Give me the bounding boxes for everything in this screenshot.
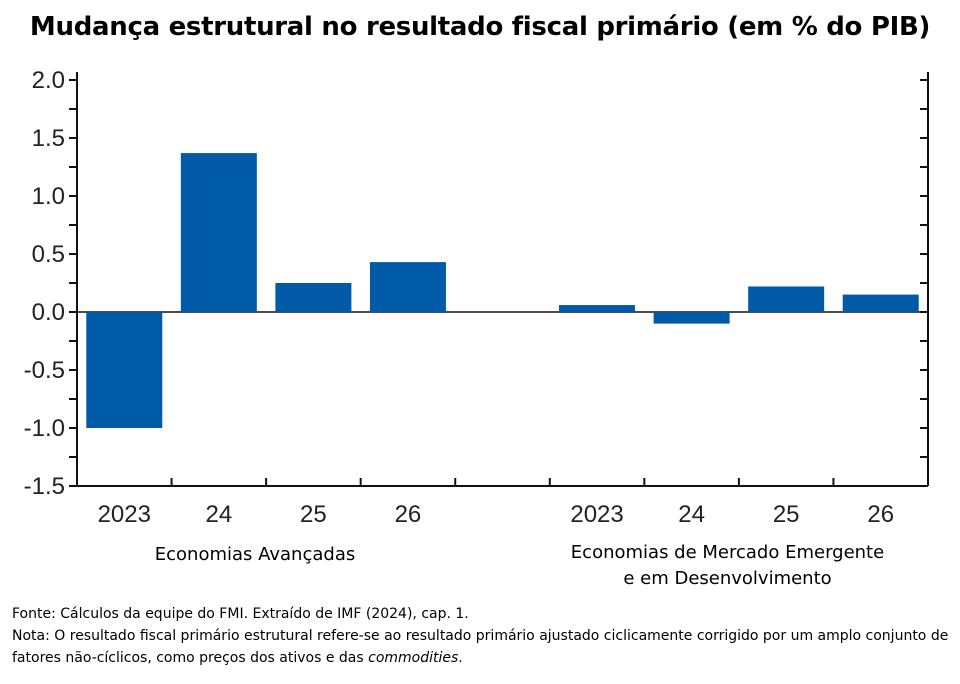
x-tick-label: 2023 (570, 501, 623, 528)
y-tick-label: 0.0 (32, 299, 65, 326)
source-note: Fonte: Cálculos da equipe do FMI. Extraí… (12, 603, 952, 625)
y-tick-label: 1.5 (32, 125, 65, 152)
x-tick-label: 26 (867, 501, 894, 528)
bar (370, 262, 446, 312)
y-tick-label: 0.5 (32, 241, 65, 268)
note-text: Nota: O resultado fiscal primário estrut… (12, 628, 948, 666)
group-label-emerging-line-1: Economias de Mercado Emergente (545, 540, 910, 566)
bar (748, 286, 824, 312)
x-tick-label: 2023 (98, 501, 151, 528)
x-tick-label: 24 (205, 501, 232, 528)
explanatory-note: Nota: O resultado fiscal primário estrut… (12, 625, 952, 669)
bar (559, 305, 635, 312)
bar (654, 312, 730, 324)
group-label-emerging-line-2: e em Desenvolvimento (545, 566, 910, 592)
y-tick-label: 1.0 (32, 183, 65, 210)
note-italic-term: commodities (368, 650, 458, 666)
x-tick-label: 25 (773, 501, 800, 528)
bar (86, 312, 162, 428)
y-tick-label: -1.5 (24, 473, 65, 500)
x-tick-label: 24 (678, 501, 705, 528)
bar (181, 153, 257, 312)
footnotes: Fonte: Cálculos da equipe do FMI. Extraí… (12, 603, 952, 669)
y-tick-label: -1.0 (24, 415, 65, 442)
x-tick-label: 26 (395, 501, 422, 528)
x-tick-label: 25 (300, 501, 327, 528)
bar (843, 295, 919, 312)
bar (275, 283, 351, 312)
group-label-emerging: Economias de Mercado Emergente e em Dese… (545, 540, 910, 592)
note-end: . (458, 650, 462, 666)
y-tick-label: -0.5 (24, 357, 65, 384)
group-label-advanced: Economias Avançadas (120, 542, 390, 568)
y-tick-label: 2.0 (32, 67, 65, 94)
